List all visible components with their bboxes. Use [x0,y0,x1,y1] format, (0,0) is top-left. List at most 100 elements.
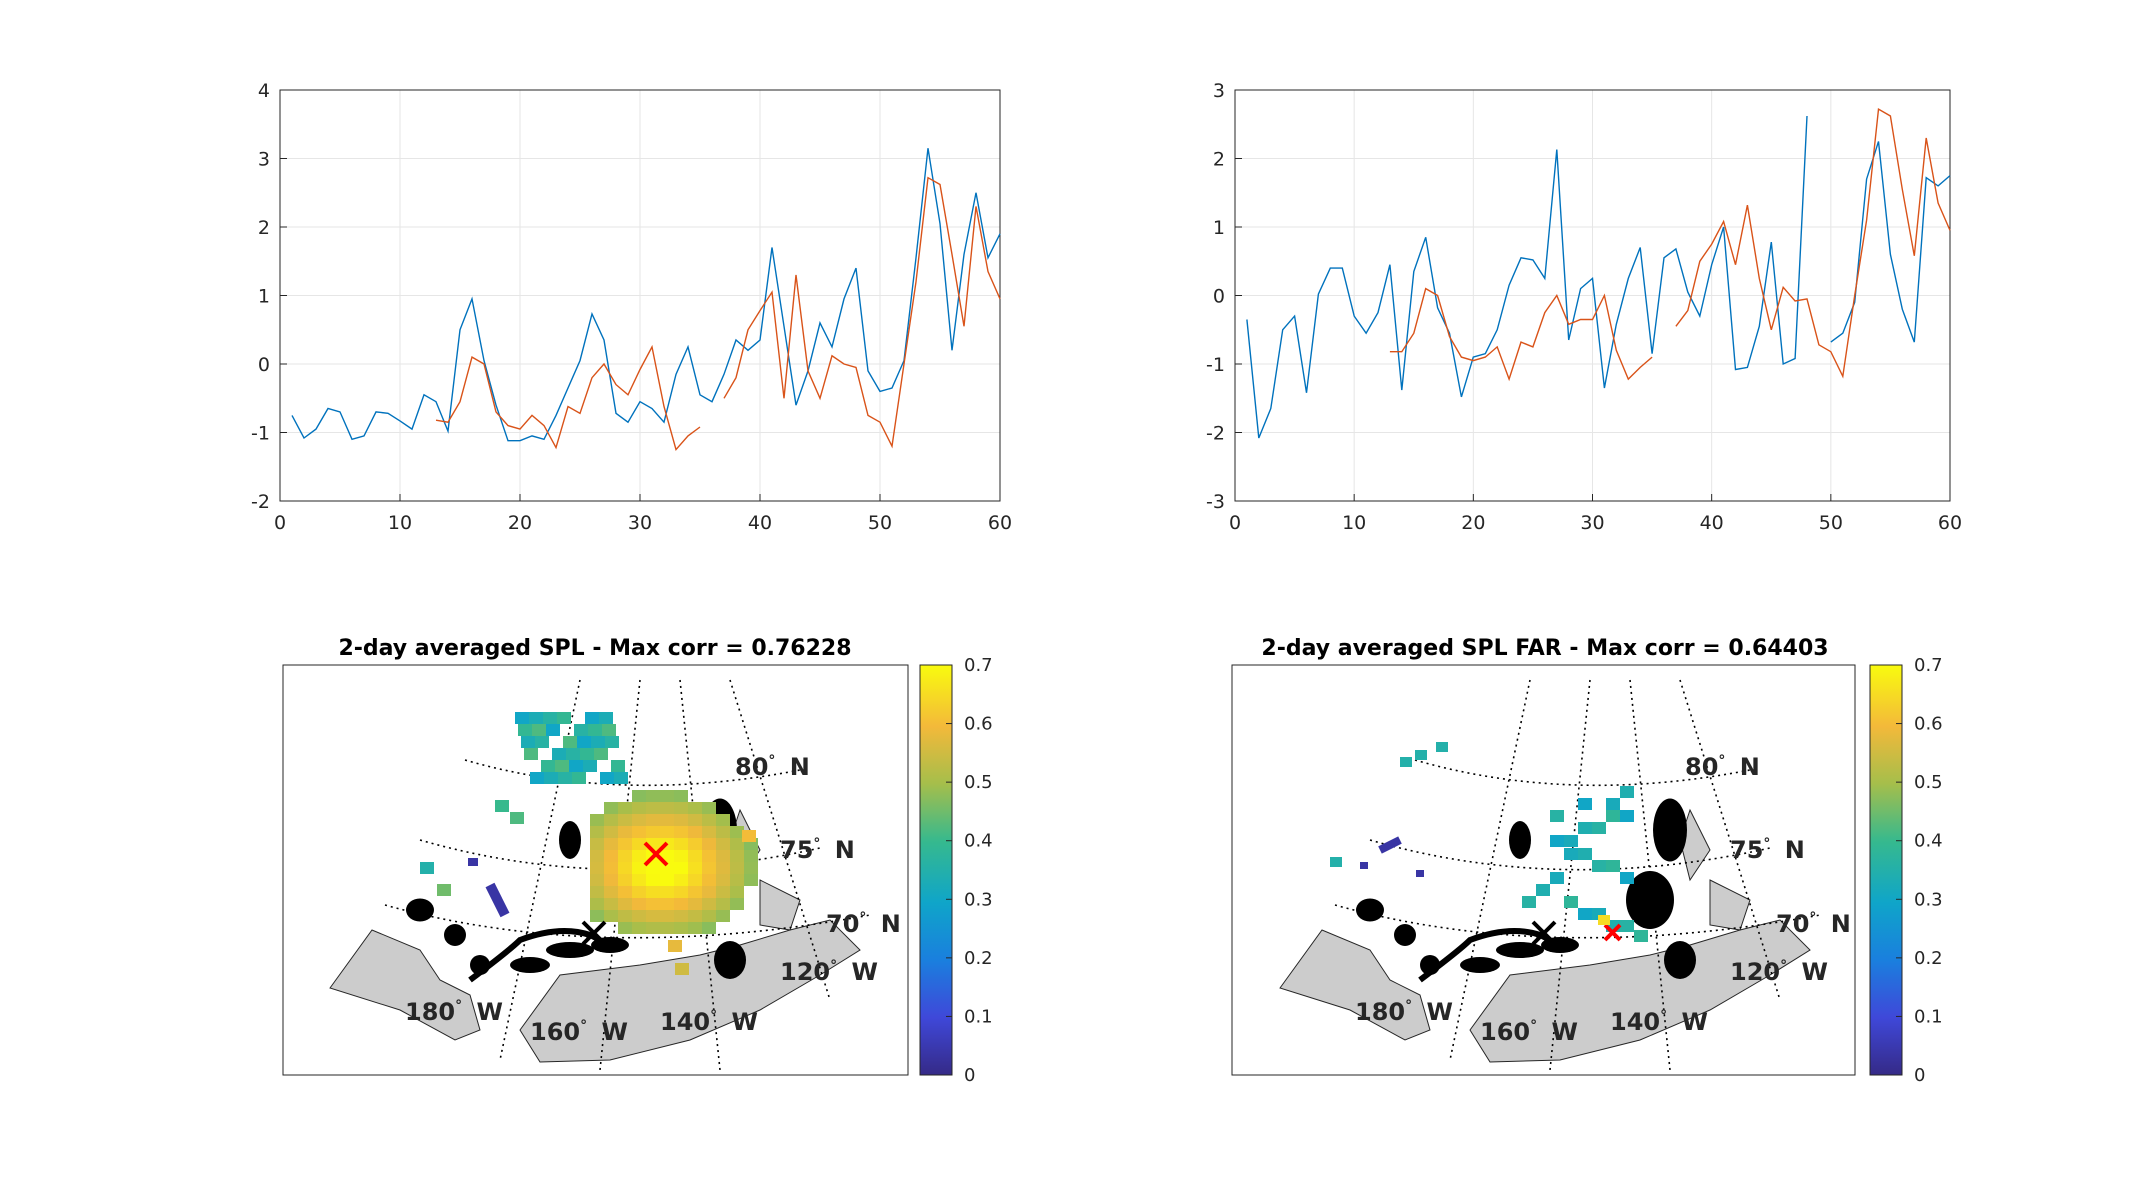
correlation-cell [585,712,599,724]
x-tick-label: 40 [748,512,772,534]
correlation-cell [420,862,434,874]
series-line-2 [435,176,1001,452]
correlation-cell [600,772,614,784]
x-tick-label: 50 [868,512,892,534]
colorbar-tick-label: 0.6 [964,714,993,735]
correlation-cell [660,802,674,814]
correlation-cell [744,850,758,862]
longitude-label: 120° W [1730,958,1828,986]
correlation-cell [618,838,632,850]
longitude-label: 140° W [660,1008,758,1036]
correlation-cell [702,874,716,886]
correlation-cell [688,910,702,922]
correlation-cell [675,963,689,975]
correlation-cell [660,790,674,802]
correlation-cell [1550,810,1564,822]
correlation-cell [604,874,618,886]
correlation-cell [660,922,674,934]
correlation-cell [702,922,716,934]
correlation-cell [688,874,702,886]
correlation-cell [688,886,702,898]
correlation-cell [688,826,702,838]
series-line-1 [291,148,1001,442]
correlation-cell [604,850,618,862]
series-line-1 [1246,115,1951,439]
correlation-cell [605,736,619,748]
correlation-cell [588,724,602,736]
correlation-cell [604,802,618,814]
coastline-segment [1356,898,1384,922]
correlation-cell [730,862,744,874]
correlation-cell [730,838,744,850]
correlation-cell [688,922,702,934]
correlation-cell [674,826,688,838]
correlation-cell [646,874,660,886]
correlation-cell [590,862,604,874]
correlation-cell [1564,848,1578,860]
correlation-cell [632,826,646,838]
grid-top-left [279,89,1001,502]
correlation-cell [590,850,604,862]
correlation-cell [572,772,586,784]
colorbar-tick-label: 0.3 [1914,889,1943,910]
y-tick-label: 4 [258,80,270,102]
correlation-cell [590,874,604,886]
correlation-cell [524,748,538,760]
y-tick-label: 2 [1213,149,1225,171]
correlation-cell [716,850,730,862]
correlation-cell [521,736,535,748]
correlation-cell [702,838,716,850]
y-tick-label: 0 [1213,286,1225,308]
correlation-cell [1578,848,1592,860]
correlation-cell [632,910,646,922]
colorbar-tick-label: 0.5 [1914,772,1943,793]
correlation-cell [590,814,604,826]
longitude-label: 180° W [1355,998,1453,1026]
series-top-right [1246,108,1951,439]
x-tick-label: 30 [628,512,652,534]
latitude-label: 75° N [780,836,855,864]
colorbar-bar-right [1869,664,1903,1076]
series-line-2 [1389,108,1951,382]
correlation-cell [1606,810,1620,822]
x-tick-label: 20 [1461,512,1485,534]
correlation-cell [1378,836,1402,854]
coastline-segment [444,924,466,946]
colorbar-tick-label: 0.7 [1914,655,1943,676]
correlation-cell [1536,884,1550,896]
correlation-cell [1634,930,1648,942]
longitude-label: 120° W [780,958,878,986]
correlation-cell [646,790,660,802]
correlation-cell [646,814,660,826]
correlation-cell [618,850,632,862]
correlation-cell [674,850,688,862]
longitude-label: 160° W [1480,1018,1578,1046]
correlation-cell [702,862,716,874]
site-marker [581,920,607,946]
correlation-cell [646,886,660,898]
x-tick-label: 0 [1229,512,1241,534]
correlation-cell [1620,810,1634,822]
correlation-cell [604,814,618,826]
correlation-cell [632,886,646,898]
correlation-cell [632,802,646,814]
map-title-right: 2-day averaged SPL FAR - Max corr = 0.64… [1261,636,1828,661]
latitude-label: 70° N [826,910,901,938]
correlation-cell [468,858,478,866]
coastline-segment [1664,941,1696,979]
correlation-cell [660,826,674,838]
correlation-cell [604,826,618,838]
correlation-cell [632,838,646,850]
correlation-cell [599,712,613,724]
correlation-cell [510,812,524,824]
colorbar-tick-label: 0.1 [1914,1006,1943,1027]
correlation-cell [730,874,744,886]
colorbar-tick-label: 0.5 [964,772,993,793]
latitude-label: 80° N [1685,753,1760,781]
correlation-cell [515,712,529,724]
max-corr-marker [1603,923,1622,942]
land-mass [329,808,861,1063]
meridian-line [729,679,831,1001]
correlation-cell [543,712,557,724]
coastline-path [468,928,602,983]
